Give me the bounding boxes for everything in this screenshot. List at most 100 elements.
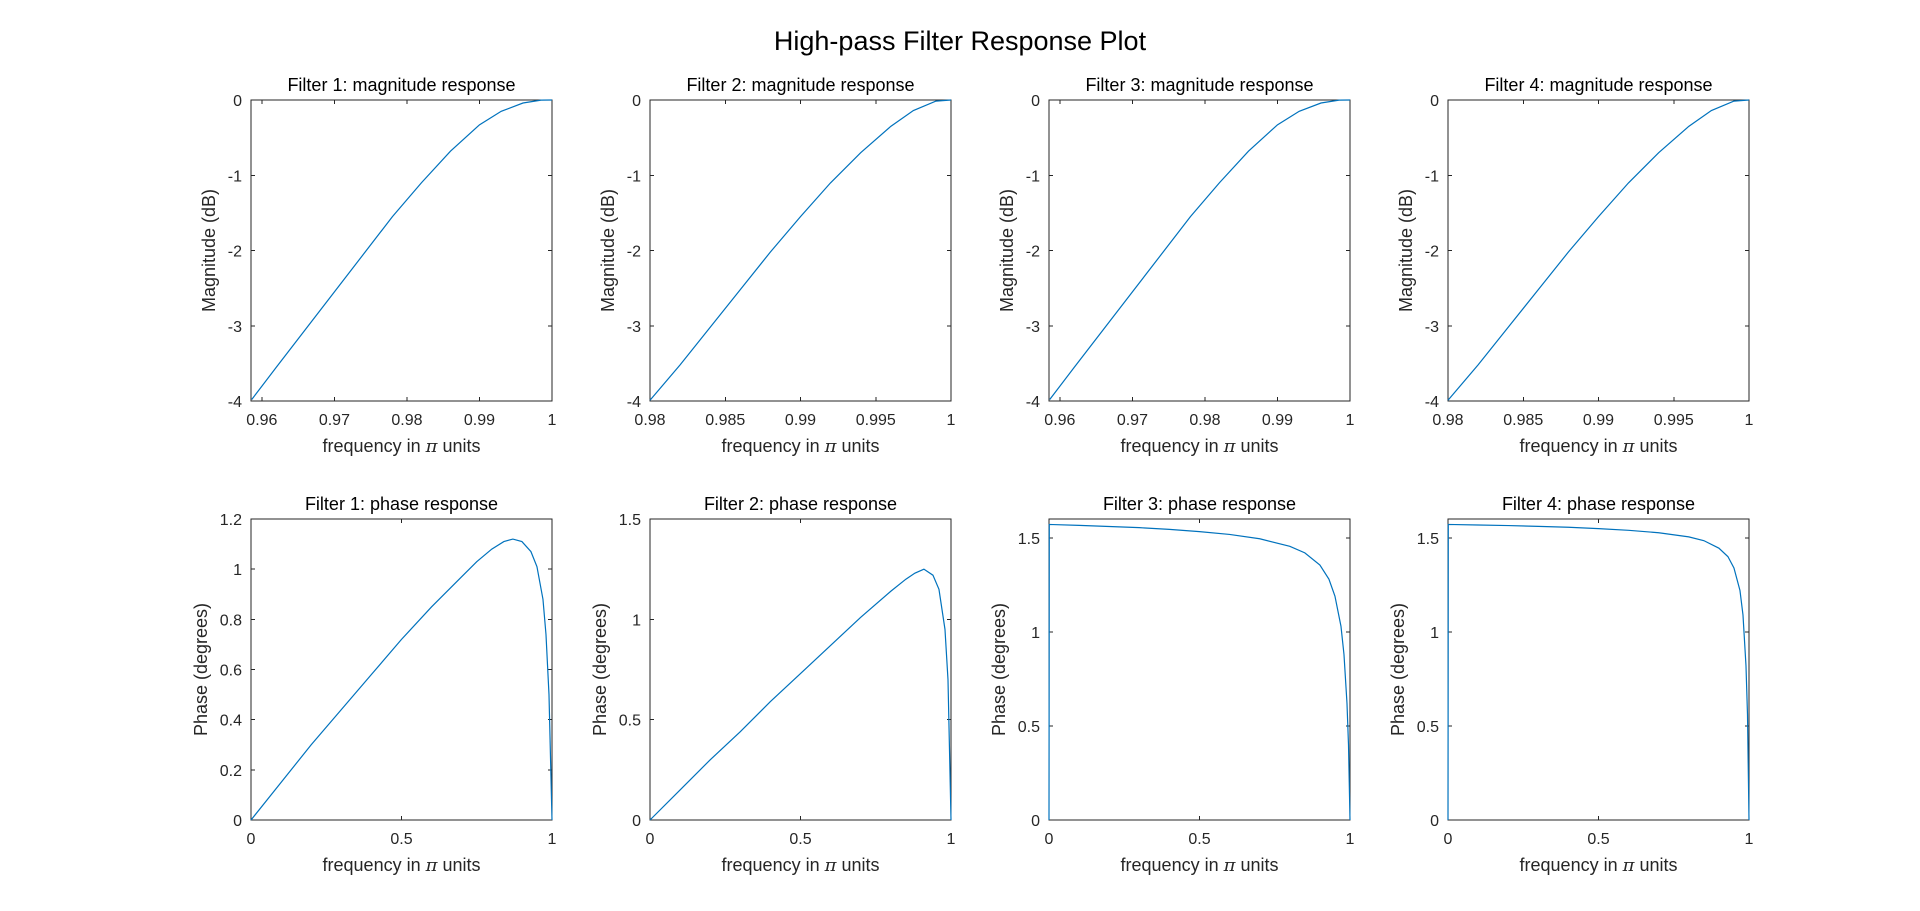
subplot-7: 0 0.5 1 0 0.5 1 1.5 Filter 3: phase response fre… <box>989 494 1355 876</box>
x-axis-label: frequency in π units <box>722 436 880 457</box>
subplot-4: 0.98 0.985 0.99 0.995 1 -4 -3 -2 -1 0 Filter 4: ma… <box>1396 75 1754 457</box>
subplot-title: Filter 2: phase response <box>704 494 897 514</box>
y-tick-label: 1.2 <box>220 512 242 529</box>
series-line <box>649 568 952 821</box>
x-tick-label: 0.995 <box>856 412 896 429</box>
x-tick-label: 0.5 <box>390 831 412 848</box>
x-tick-label: 1 <box>1346 831 1355 848</box>
subplot-5: 0 0.5 1 0 0.2 0.4 0.6 0.8 1 1.2 Filter 1: phase re… <box>191 494 557 876</box>
axes-box <box>1447 99 1750 402</box>
subplot-title: Filter 3: magnitude response <box>1085 75 1313 95</box>
y-axis-label: Phase (degrees) <box>191 603 211 736</box>
x-tick-label: 0 <box>1444 831 1453 848</box>
y-tick-label: 0.8 <box>220 612 242 629</box>
y-tick-label: 0 <box>632 93 641 110</box>
y-tick-label: -1 <box>1026 168 1040 185</box>
y-tick-label: 0 <box>632 813 641 830</box>
series-line <box>251 99 553 400</box>
y-tick-label: -1 <box>627 168 641 185</box>
subplot-title: Filter 1: phase response <box>305 494 498 514</box>
axes-box <box>250 518 553 821</box>
y-tick-label: -4 <box>627 394 641 411</box>
x-tick-label: 1 <box>1745 831 1754 848</box>
y-tick-label: 0 <box>1031 93 1040 110</box>
x-tick-label: 0 <box>646 831 655 848</box>
y-tick-label: -3 <box>1026 319 1040 336</box>
series-line <box>1048 523 1351 821</box>
x-axis-label: frequency in π units <box>323 436 481 457</box>
y-tick-label: 0.5 <box>1018 719 1040 736</box>
y-tick-label: 1 <box>1430 625 1439 642</box>
y-tick-label: 0.6 <box>220 663 242 680</box>
y-axis-label: Magnitude (dB) <box>598 189 618 312</box>
x-tick-label: 0.99 <box>464 412 495 429</box>
x-axis-label: frequency in π units <box>722 855 880 876</box>
x-tick-label: 0.97 <box>319 412 350 429</box>
x-tick-label: 0.99 <box>785 412 816 429</box>
x-tick-label: 0.98 <box>634 412 665 429</box>
x-tick-label: 0.97 <box>1117 412 1148 429</box>
y-tick-label: 0.2 <box>220 763 242 780</box>
y-tick-label: -2 <box>228 244 242 261</box>
y-tick-label: 0.5 <box>1417 719 1439 736</box>
y-tick-label: -2 <box>1026 244 1040 261</box>
x-tick-label: 0.985 <box>705 412 745 429</box>
subplot-6: 0 0.5 1 0 0.5 1 1.5 Filter 2: phase response fre… <box>590 494 956 876</box>
y-axis-label: Phase (degrees) <box>590 603 610 736</box>
subplot-title: Filter 1: magnitude response <box>287 75 515 95</box>
figure-title: High-pass Filter Response Plot <box>774 26 1147 56</box>
axes-box <box>1048 518 1351 821</box>
y-tick-label: 1 <box>233 562 242 579</box>
x-tick-label: 0.96 <box>246 412 277 429</box>
y-tick-label: -4 <box>228 394 242 411</box>
subplot-title: Filter 4: magnitude response <box>1484 75 1712 95</box>
x-axis-label: frequency in π units <box>1520 855 1678 876</box>
x-tick-label: 0.96 <box>1044 412 1075 429</box>
y-tick-label: 0 <box>233 93 242 110</box>
x-axis-label: frequency in π units <box>1121 436 1279 457</box>
x-tick-label: 1 <box>1745 412 1754 429</box>
x-axis-label: frequency in π units <box>1121 855 1279 876</box>
y-tick-label: 0 <box>1430 813 1439 830</box>
series-line <box>649 99 952 401</box>
subplot-3: 0.96 0.97 0.98 0.99 1 -4 -3 -2 -1 0 Filter 3: magn… <box>997 75 1355 457</box>
y-tick-label: 1 <box>1031 625 1040 642</box>
y-tick-label: 1.5 <box>1018 531 1040 548</box>
x-axis-label: frequency in π units <box>323 855 481 876</box>
y-tick-label: 0.4 <box>220 713 242 730</box>
x-tick-label: 0 <box>1045 831 1054 848</box>
x-tick-label: 0.99 <box>1262 412 1293 429</box>
x-tick-label: 0.995 <box>1654 412 1694 429</box>
subplot-title: Filter 2: magnitude response <box>686 75 914 95</box>
y-tick-label: 0 <box>1430 93 1439 110</box>
x-tick-label: 0 <box>247 831 256 848</box>
x-tick-label: 1 <box>947 412 956 429</box>
x-tick-label: 0.5 <box>1188 831 1210 848</box>
subplot-1: 0.96 0.97 0.98 0.99 1 -4 -3 -2 -1 0 Filter 1: magn… <box>199 75 557 457</box>
y-tick-label: -3 <box>228 319 242 336</box>
x-tick-label: 1 <box>548 412 557 429</box>
y-tick-label: -4 <box>1026 394 1040 411</box>
x-tick-label: 0.98 <box>1189 412 1220 429</box>
y-tick-label: -2 <box>627 244 641 261</box>
x-tick-label: 0.5 <box>1587 831 1609 848</box>
x-tick-label: 1 <box>548 831 557 848</box>
x-tick-label: 0.99 <box>1583 412 1614 429</box>
y-tick-label: -1 <box>1425 168 1439 185</box>
x-axis-label: frequency in π units <box>1520 436 1678 457</box>
x-tick-label: 1 <box>947 831 956 848</box>
x-tick-label: 0.5 <box>789 831 811 848</box>
y-tick-label: 1 <box>632 612 641 629</box>
x-tick-label: 1 <box>1346 412 1355 429</box>
y-tick-label: -2 <box>1425 244 1439 261</box>
axes-box <box>649 99 952 402</box>
y-axis-label: Phase (degrees) <box>1388 603 1408 736</box>
series-line <box>250 538 553 821</box>
x-tick-label: 0.985 <box>1503 412 1543 429</box>
x-tick-label: 0.98 <box>1432 412 1463 429</box>
y-tick-label: 0 <box>233 813 242 830</box>
series-line <box>1447 523 1750 821</box>
y-tick-label: -3 <box>1425 319 1439 336</box>
y-tick-label: -3 <box>627 319 641 336</box>
